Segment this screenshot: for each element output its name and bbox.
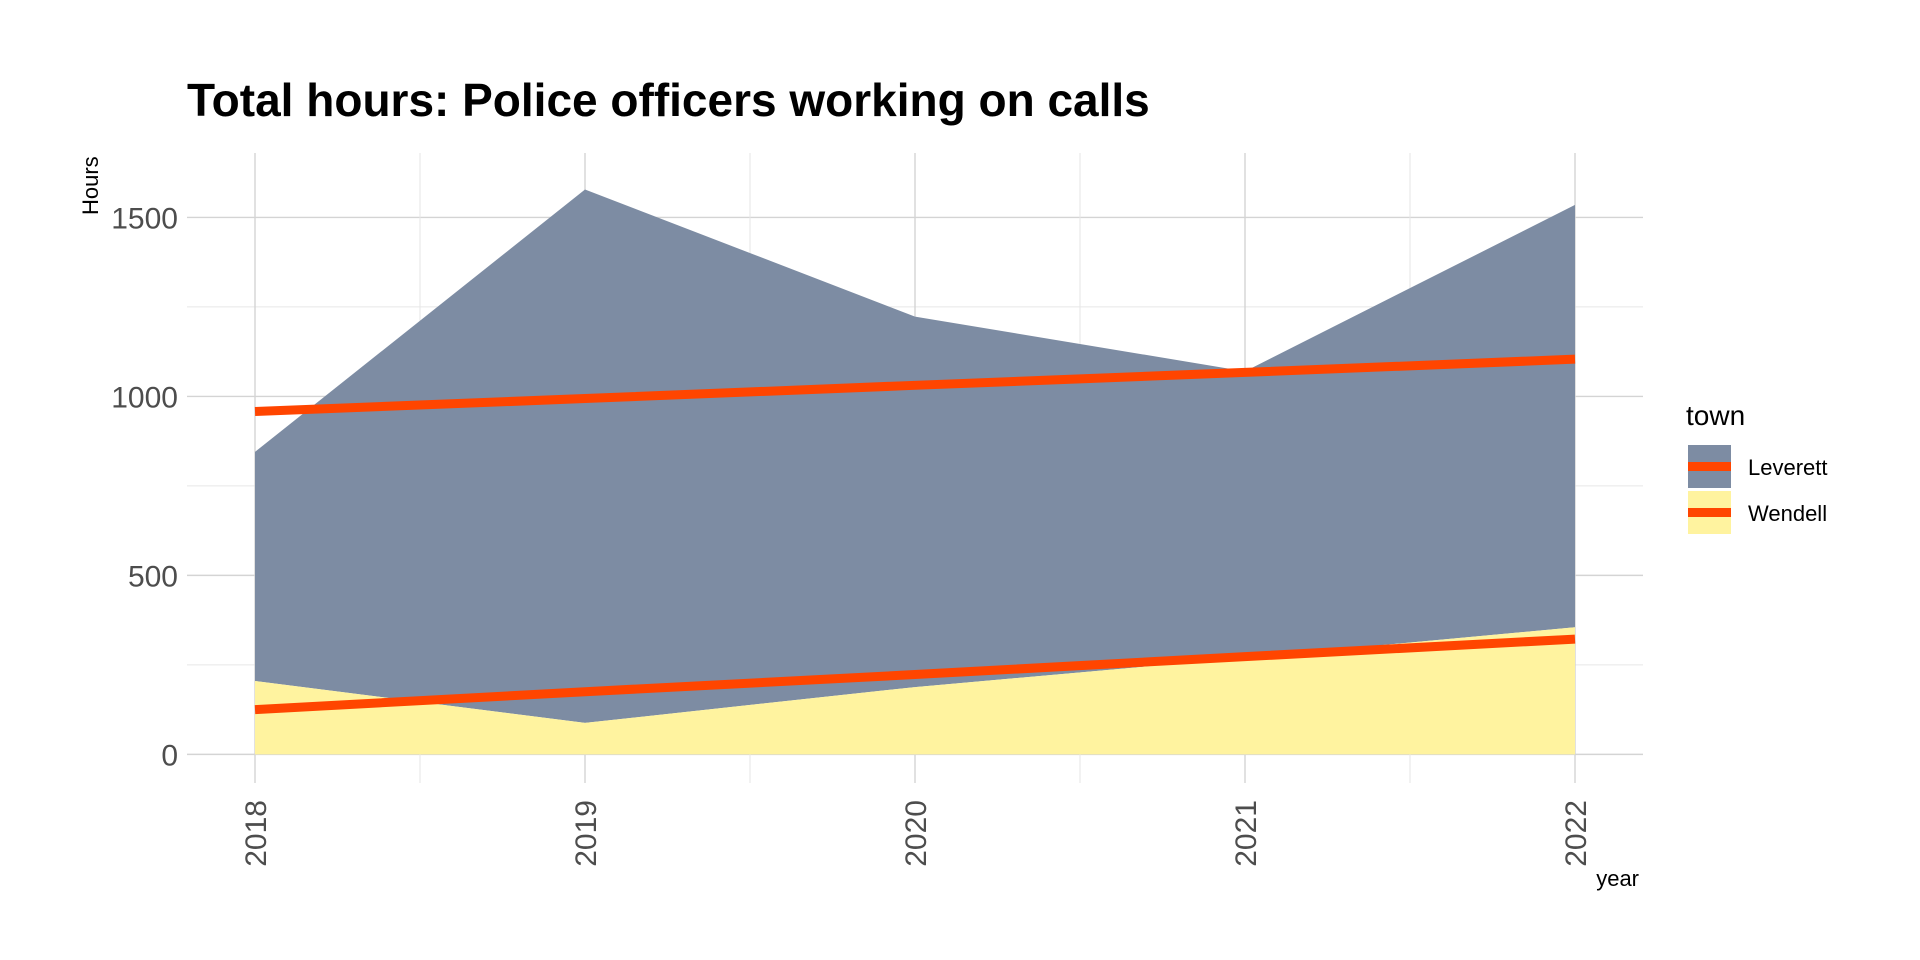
trend-lines	[254, 354, 1576, 715]
y-tick-label: 0	[161, 739, 178, 772]
trend-line-wendell	[254, 634, 1576, 715]
x-tick-label: 2018	[240, 800, 273, 867]
legend-title: town	[1686, 400, 1745, 431]
legend-label-wendell: Wendell	[1748, 501, 1827, 526]
trend-line-leverett	[254, 354, 1576, 416]
x-tick-label: 2019	[570, 800, 603, 867]
x-tick-label: 2020	[900, 800, 933, 867]
y-axis-label: Hours	[78, 156, 103, 215]
y-tick-label: 1500	[111, 202, 178, 235]
x-axis-ticks: 2018 2019 2020 2021 2022	[240, 800, 1593, 867]
y-tick-label: 1000	[111, 381, 178, 414]
legend: town Leverett Wendell	[1686, 400, 1828, 534]
chart-title: Total hours: Police officers working on …	[187, 74, 1150, 126]
x-tick-label: 2021	[1230, 800, 1263, 867]
area-leverett	[255, 189, 1575, 723]
y-axis-ticks: 0 500 1000 1500	[111, 202, 178, 772]
x-axis-label: year	[1596, 866, 1639, 891]
legend-label-leverett: Leverett	[1748, 455, 1828, 480]
y-tick-label: 500	[128, 560, 178, 593]
x-tick-label: 2022	[1560, 800, 1593, 867]
